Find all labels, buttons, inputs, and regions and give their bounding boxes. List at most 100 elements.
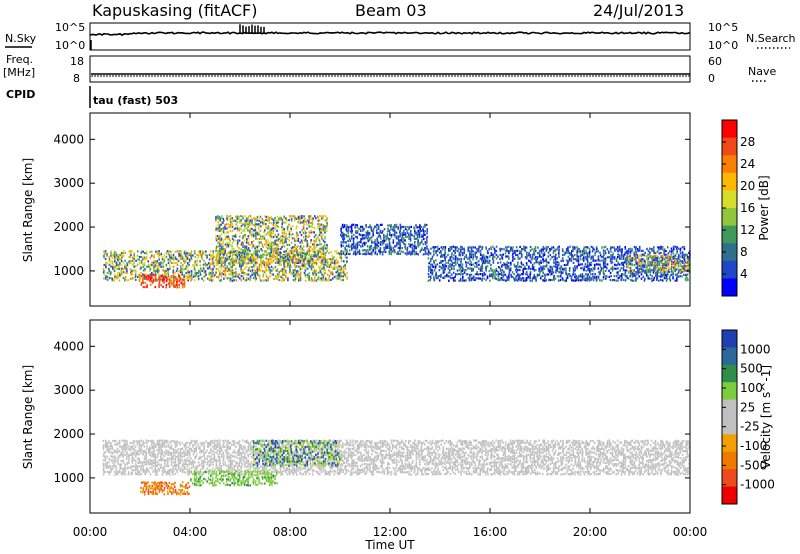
echo-cell: [217, 275, 220, 278]
echo-cell: [264, 265, 266, 269]
echo-cell: [448, 265, 450, 268]
echo-cell: [372, 249, 375, 252]
echo-cell: [108, 267, 110, 270]
echo-cell: [579, 250, 582, 253]
echo-cell: [620, 274, 623, 277]
echo-cell: [224, 260, 226, 263]
echo-cell: [265, 249, 267, 253]
echo-cell: [381, 253, 384, 256]
echo-cell: [191, 277, 193, 280]
echo-cell: [674, 254, 676, 258]
echo-cell: [644, 270, 646, 273]
echo-cell: [665, 275, 668, 278]
echo-cell: [683, 267, 685, 270]
echo-cell: [511, 253, 514, 256]
echo-cell: [583, 248, 585, 251]
echo-cell: [260, 225, 262, 228]
echo-cell: [517, 266, 519, 269]
echo-cell: [271, 273, 273, 276]
echo-cell: [174, 459, 177, 462]
echo-cell: [194, 252, 196, 255]
echo-cell: [115, 265, 117, 268]
echo-cell: [415, 251, 418, 254]
echo-cell: [160, 439, 162, 442]
echo-cell: [246, 223, 248, 226]
echo-cell: [183, 252, 186, 255]
echo-cell: [399, 233, 402, 236]
nsky-tick-bottom: 10^0: [55, 39, 85, 52]
echo-cell: [540, 269, 542, 272]
echo-cell: [114, 260, 116, 263]
echo-cell: [169, 453, 171, 456]
echo-cell: [476, 277, 478, 280]
echo-cell: [440, 251, 442, 254]
echo-cell: [290, 225, 292, 228]
echo-cell: [588, 255, 591, 258]
echo-cell: [260, 265, 263, 268]
echo-cell: [178, 276, 180, 279]
echo-cell: [388, 249, 391, 252]
echo-cell: [278, 259, 280, 262]
echo-cell: [631, 275, 634, 278]
echo-cell: [485, 278, 487, 281]
echo-cell: [679, 259, 681, 262]
echo-cell: [574, 248, 576, 251]
echo-cell: [276, 268, 279, 271]
echo-cell: [521, 273, 523, 276]
echo-cell: [291, 250, 294, 253]
echo-cell: [549, 273, 552, 276]
echo-cell: [277, 233, 280, 236]
echo-cell: [287, 253, 289, 256]
echo-cell: [417, 231, 419, 234]
echo-cell: [656, 269, 659, 272]
echo-cell: [263, 263, 266, 266]
echo-cell: [115, 263, 118, 267]
echo-cell: [568, 257, 571, 260]
echo-cell: [321, 217, 323, 220]
echo-cell: [408, 250, 411, 253]
echo-cell: [136, 440, 139, 443]
echo-cell: [340, 233, 342, 236]
echo-cell: [493, 247, 496, 250]
echo-cell: [681, 275, 683, 278]
echo-cell: [155, 473, 157, 476]
echo-cell: [370, 236, 373, 239]
echo-cell: [281, 268, 284, 271]
echo-cell: [200, 255, 203, 258]
echo-cell: [303, 217, 305, 221]
echo-cell: [312, 270, 314, 273]
echo-cell: [574, 267, 577, 270]
echo-cell: [144, 269, 146, 272]
echo-cell: [644, 264, 646, 267]
echo-cell: [160, 265, 162, 268]
echo-cell: [426, 229, 429, 232]
echo-cell: [186, 451, 189, 454]
echo-cell: [279, 219, 281, 222]
echo-cell: [308, 215, 310, 218]
echo-cell: [517, 279, 519, 282]
echo-cell: [245, 251, 248, 254]
velocity-echoes: [102, 439, 691, 496]
echo-cell: [490, 246, 492, 249]
echo-cell: [617, 261, 620, 264]
echo-cell: [131, 451, 134, 454]
echo-cell: [512, 246, 514, 249]
echo-cell: [279, 251, 282, 254]
echo-cell: [242, 223, 244, 226]
echo-cell: [565, 259, 568, 262]
echo-cell: [158, 250, 160, 253]
echo-cell: [314, 271, 316, 275]
echo-cell: [549, 271, 551, 274]
echo-cell: [379, 250, 381, 253]
echo-cell: [590, 278, 592, 281]
echo-cell: [635, 251, 638, 254]
echo-cell: [181, 452, 184, 455]
echo-cell: [420, 235, 423, 238]
echo-cell: [549, 247, 551, 251]
echo-cell: [128, 455, 130, 458]
echo-cell: [284, 253, 287, 256]
echo-cell: [681, 256, 684, 259]
echo-cell: [650, 255, 653, 258]
echo-cell: [313, 268, 316, 271]
echo-cell: [386, 233, 389, 236]
